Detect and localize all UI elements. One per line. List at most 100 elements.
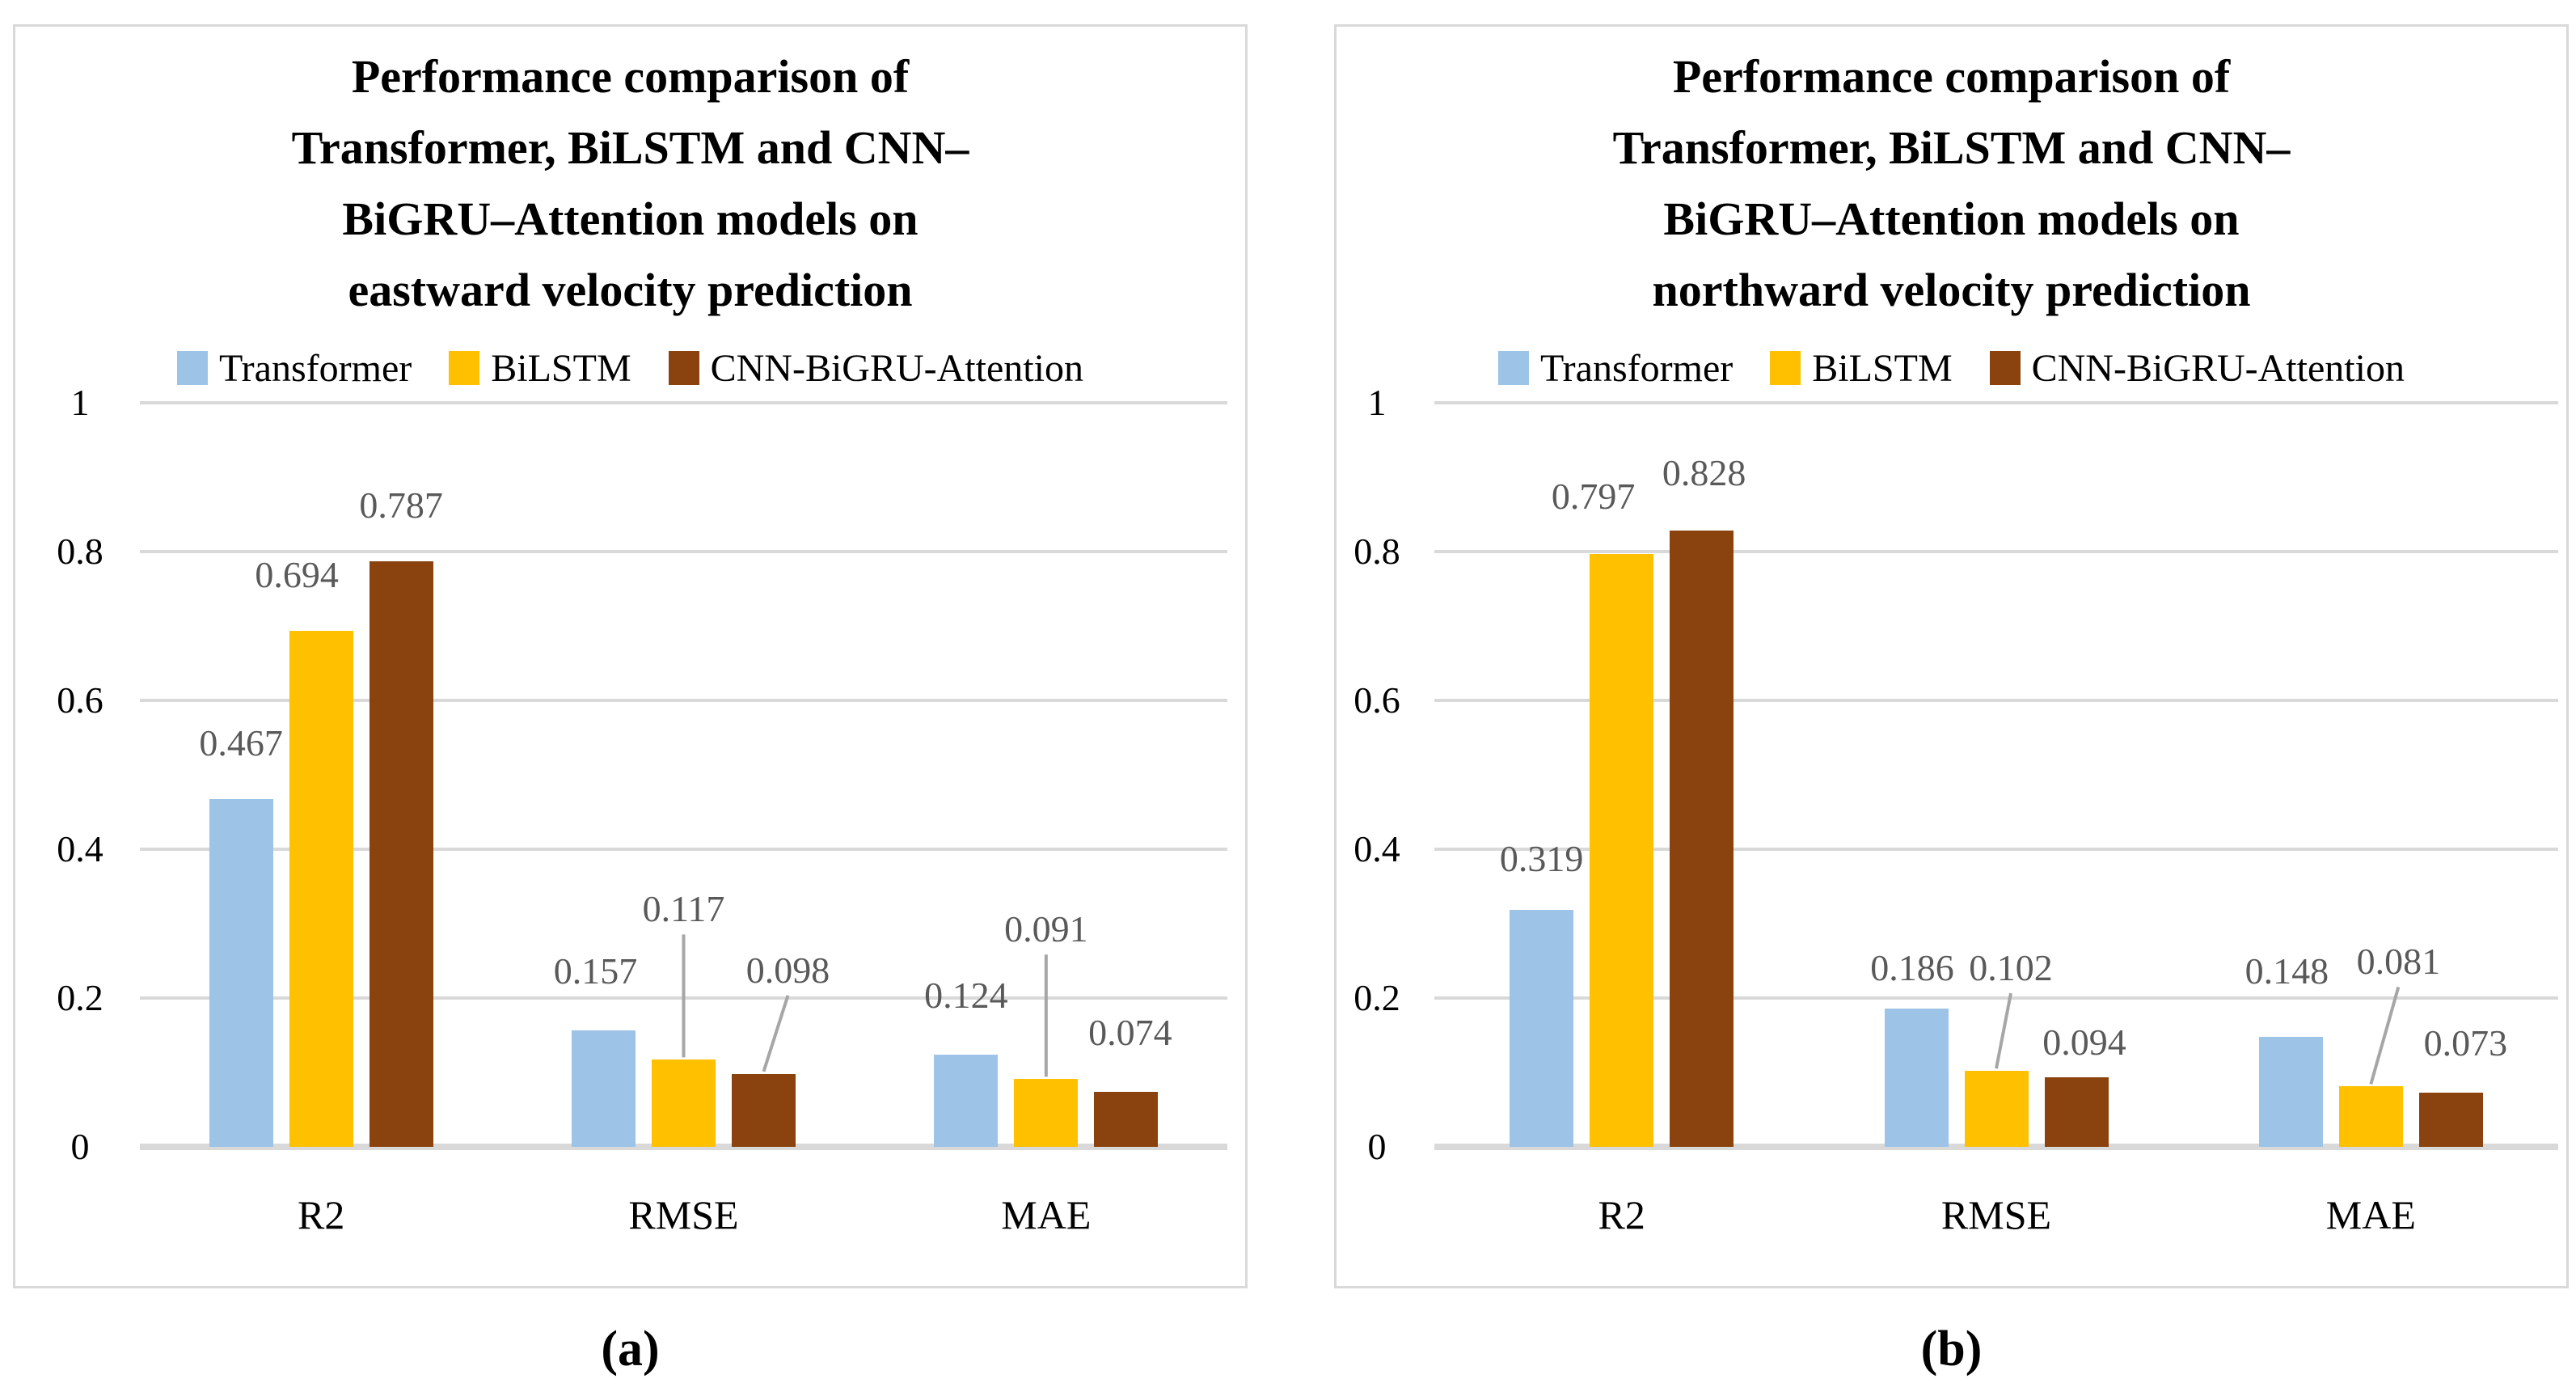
y-tick-label: 1 xyxy=(1367,382,1387,423)
bar-rmse-transformer xyxy=(572,1030,636,1147)
y-axis: 1 0.8 0.6 0.4 0.2 0 xyxy=(32,382,129,1167)
subfigure-caption-b: (b) xyxy=(1920,1322,1983,1377)
y-tick-label: 0 xyxy=(70,1126,90,1167)
data-label: 0.098 xyxy=(745,949,830,991)
legend-label: Transformer xyxy=(219,346,412,390)
y-axis: 1 0.8 0.6 0.4 0.2 0 xyxy=(1337,382,1417,1167)
gridline xyxy=(1434,1144,2558,1150)
category-label-r2: R2 xyxy=(1598,1192,1645,1237)
gridline xyxy=(1434,401,2558,404)
data-label: 0.117 xyxy=(642,888,725,930)
legend: Transformer BiLSTM CNN-BiGRU-Attention xyxy=(15,346,1245,391)
y-tick-label: 0.2 xyxy=(1353,977,1400,1018)
category-label-rmse: RMSE xyxy=(1940,1192,2052,1237)
plot-area: R2 RMSE MAE 0.467 0.157 0.124 0.694 0.117 0.091 0… xyxy=(140,401,1227,1237)
data-label: 0.319 xyxy=(1499,837,1584,879)
bar-rmse-bilstm xyxy=(652,1060,716,1147)
bar-mae-transformer xyxy=(2258,1036,2323,1147)
figure-column-a: Performance comparison of Transformer, B… xyxy=(13,24,1248,1378)
chart-panel-b: Performance comparison of Transformer, B… xyxy=(1334,24,2569,1288)
leader-line xyxy=(762,995,790,1072)
data-label: 0.787 xyxy=(359,484,443,526)
data-label: 0.148 xyxy=(2244,950,2329,992)
legend-swatch-icon xyxy=(177,351,209,385)
data-label: 0.074 xyxy=(1088,1011,1172,1053)
leader-line xyxy=(2369,986,2401,1085)
y-tick-label: 0.8 xyxy=(57,531,103,572)
data-label: 0.094 xyxy=(2042,1021,2126,1063)
legend-swatch-icon xyxy=(1498,351,1530,385)
plot-area: R2 RMSE MAE 0.319 0.186 0.148 0.797 0.102 0.081 0… xyxy=(1434,401,2558,1237)
bar-mae-cnn-bigru-attention xyxy=(1094,1091,1159,1147)
legend-swatch-icon xyxy=(1770,351,1801,385)
chart-title-line: eastward velocity prediction xyxy=(348,264,913,316)
bar-rmse-transformer xyxy=(1884,1008,1949,1147)
legend-item-cnn-bigru-attention: CNN-BiGRU-Attention xyxy=(1989,346,2405,391)
legend-item-bilstm: BiLSTM xyxy=(449,346,631,391)
bar-rmse-cnn-bigru-attention xyxy=(732,1073,796,1147)
bar-mae-transformer xyxy=(934,1054,999,1147)
leader-line xyxy=(1995,992,2012,1069)
gridline xyxy=(1434,699,2558,702)
y-tick-label: 0 xyxy=(1367,1126,1387,1167)
chart-title: Performance comparison of Transformer, B… xyxy=(1361,41,2542,326)
legend-swatch-icon xyxy=(668,351,699,385)
bar-mae-bilstm xyxy=(2338,1086,2403,1147)
y-tick-label: 0.8 xyxy=(1353,531,1400,572)
data-label: 0.467 xyxy=(199,722,283,764)
bar-mae-cnn-bigru-attention xyxy=(2418,1092,2483,1147)
gridline xyxy=(140,848,1227,851)
gridline xyxy=(140,1144,1227,1150)
category-label-mae: MAE xyxy=(2325,1192,2416,1237)
data-label: 0.797 xyxy=(1551,475,1636,517)
legend-item-transformer: Transformer xyxy=(1498,346,1733,391)
chart-title-line: Performance comparison of xyxy=(351,50,910,103)
category-label-r2: R2 xyxy=(297,1192,345,1237)
chart-title-line: Transformer, BiLSTM and CNN– xyxy=(1612,121,2291,174)
data-label: 0.694 xyxy=(255,553,339,595)
legend-label: Transformer xyxy=(1540,346,1734,390)
bar-r2-transformer xyxy=(1510,909,1574,1147)
data-label: 0.081 xyxy=(2356,941,2441,983)
chart-title-line: BiGRU–Attention models on xyxy=(342,192,918,245)
chart-title-line: BiGRU–Attention models on xyxy=(1663,192,2240,245)
y-tick-label: 0.4 xyxy=(57,828,103,869)
legend: Transformer BiLSTM CNN-BiGRU-Attention xyxy=(1337,346,2566,391)
legend-item-cnn-bigru-attention: CNN-BiGRU-Attention xyxy=(668,346,1083,391)
data-label: 0.157 xyxy=(553,950,638,992)
legend-item-transformer: Transformer xyxy=(177,346,412,391)
y-tick-label: 0.4 xyxy=(1353,828,1400,869)
bar-r2-cnn-bigru-attention xyxy=(1670,531,1734,1147)
chart-title-line: Performance comparison of xyxy=(1672,50,2231,103)
legend-label: CNN-BiGRU-Attention xyxy=(2031,346,2405,390)
subfigure-caption-a: (a) xyxy=(601,1322,660,1377)
data-label: 0.102 xyxy=(1969,947,2053,989)
chart-title: Performance comparison of Transformer, B… xyxy=(40,41,1221,326)
y-tick-label: 0.6 xyxy=(1353,679,1400,721)
data-label: 0.124 xyxy=(924,974,1008,1016)
data-label: 0.091 xyxy=(1004,908,1088,950)
legend-label: CNN-BiGRU-Attention xyxy=(710,346,1083,390)
gridline xyxy=(1434,550,2558,553)
gridline xyxy=(1434,848,2558,851)
chart-panel-a: Performance comparison of Transformer, B… xyxy=(13,24,1248,1288)
gridline xyxy=(140,401,1227,404)
y-tick-label: 0.2 xyxy=(57,977,103,1018)
category-label-rmse: RMSE xyxy=(628,1192,739,1237)
chart-title-line: northward velocity prediction xyxy=(1652,264,2251,316)
chart-title-line: Transformer, BiLSTM and CNN– xyxy=(291,121,969,174)
bar-r2-bilstm xyxy=(289,630,353,1147)
legend-item-bilstm: BiLSTM xyxy=(1770,346,1953,391)
bar-rmse-cnn-bigru-attention xyxy=(2044,1076,2109,1147)
data-label: 0.073 xyxy=(2423,1021,2508,1064)
bar-r2-bilstm xyxy=(1590,553,1654,1147)
bar-r2-cnn-bigru-attention xyxy=(369,560,433,1147)
legend-swatch-icon xyxy=(449,351,480,385)
legend-swatch-icon xyxy=(1989,351,2021,385)
data-label: 0.828 xyxy=(1662,452,1746,494)
y-tick-label: 1 xyxy=(70,382,90,423)
gridline xyxy=(140,699,1227,702)
legend-label: BiLSTM xyxy=(491,346,631,390)
bar-mae-bilstm xyxy=(1014,1079,1079,1147)
figure-column-b: Performance comparison of Transformer, B… xyxy=(1334,24,2569,1378)
